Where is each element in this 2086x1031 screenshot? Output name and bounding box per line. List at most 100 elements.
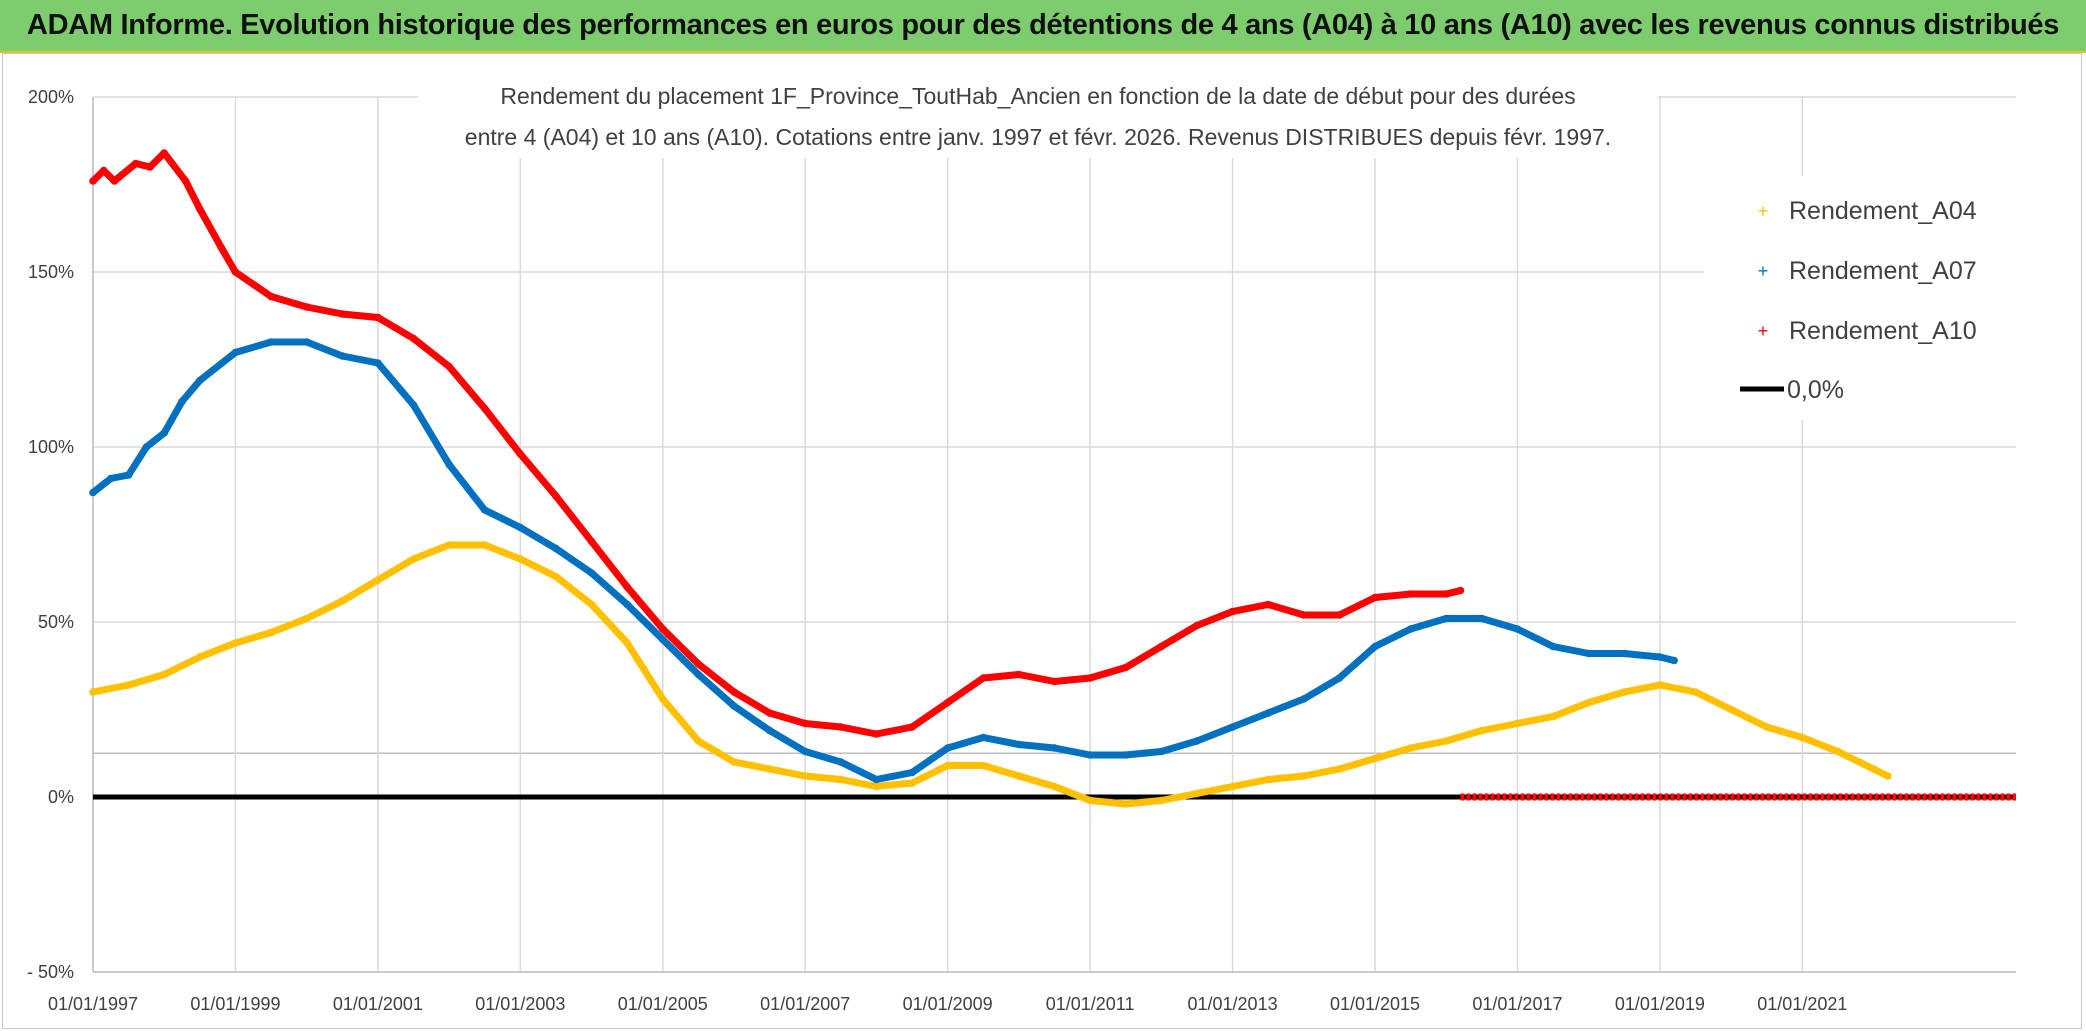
y-tick-label: 150% xyxy=(28,262,74,282)
data-point xyxy=(302,614,311,623)
data-point xyxy=(1228,607,1237,616)
data-point xyxy=(302,338,311,346)
data-point xyxy=(1406,744,1415,752)
data-point xyxy=(587,600,596,609)
y-tick-label: 0% xyxy=(48,787,74,807)
data-point xyxy=(1584,698,1593,707)
chart-title: Rendement du placement 1F_Province_ToutH… xyxy=(418,74,1658,158)
data-point xyxy=(1371,754,1379,763)
grid xyxy=(92,96,2016,973)
data-point xyxy=(659,635,667,644)
data-point xyxy=(445,541,453,549)
data-point xyxy=(99,166,108,175)
x-tick-label: 01/01/2015 xyxy=(1330,994,1420,1014)
data-point xyxy=(1442,590,1450,598)
data-point xyxy=(181,177,190,185)
data-point xyxy=(908,779,916,787)
legend-label-a10: Rendement_A10 xyxy=(1789,317,1977,345)
data-point xyxy=(1264,600,1272,609)
data-point xyxy=(1050,677,1059,686)
data-point xyxy=(1335,611,1344,619)
series-a07 xyxy=(89,338,1678,784)
data-point xyxy=(1264,775,1272,784)
data-point xyxy=(409,401,418,409)
chart-title-background xyxy=(418,74,1658,158)
data-point xyxy=(1442,614,1450,623)
legend-marker-a04: + xyxy=(1758,201,1769,221)
data-point xyxy=(979,733,988,742)
data-point xyxy=(1478,614,1486,623)
data-point xyxy=(160,149,168,157)
data-point xyxy=(801,747,809,756)
data-point xyxy=(837,775,845,784)
data-point xyxy=(374,359,382,367)
data-point xyxy=(872,730,881,738)
data-point xyxy=(1015,670,1023,679)
data-point xyxy=(1086,674,1094,682)
x-tick-label: 01/01/2001 xyxy=(333,994,423,1014)
data-point xyxy=(1121,751,1130,759)
data-point xyxy=(1121,800,1130,808)
y-tick-label: 50% xyxy=(38,612,74,632)
data-point xyxy=(730,702,738,710)
legend: + Rendement_A04 + Rendement_A07 + Rendem… xyxy=(1704,176,2016,420)
data-point xyxy=(1513,625,1522,633)
data-point xyxy=(1727,705,1735,714)
data-point xyxy=(409,555,418,563)
data-point xyxy=(1620,688,1629,696)
data-point xyxy=(659,625,667,633)
data-point xyxy=(730,688,738,696)
data-point xyxy=(374,576,382,584)
series-a10 xyxy=(89,149,1465,738)
data-point xyxy=(943,744,952,752)
data-point xyxy=(1050,782,1059,791)
data-point xyxy=(196,376,204,385)
data-point xyxy=(516,523,525,532)
data-point xyxy=(267,628,275,637)
data-point xyxy=(1157,747,1166,756)
chart-title-line-1: Rendement du placement 1F_Province_ToutH… xyxy=(500,83,1575,109)
x-tick-label: 01/01/2017 xyxy=(1472,994,1562,1014)
data-point xyxy=(979,761,988,770)
data-point xyxy=(1228,723,1237,731)
data-point xyxy=(110,177,119,185)
data-point xyxy=(694,737,703,745)
x-tick-label: 01/01/1997 xyxy=(48,994,138,1014)
data-point xyxy=(1086,796,1094,805)
data-point xyxy=(943,698,952,707)
data-point xyxy=(160,429,168,437)
data-point xyxy=(730,758,738,766)
data-point xyxy=(89,688,97,696)
data-point xyxy=(872,782,881,791)
data-point xyxy=(1086,751,1094,759)
data-point xyxy=(1620,649,1629,658)
data-point xyxy=(1549,642,1557,651)
data-point xyxy=(1670,656,1678,665)
data-point xyxy=(623,639,631,647)
data-point xyxy=(1798,733,1807,742)
data-point xyxy=(1015,740,1023,749)
data-point xyxy=(267,338,275,346)
data-point xyxy=(1549,712,1557,721)
report-banner: ADAM Informe. Evolution historique des p… xyxy=(0,0,2086,53)
chart-frame xyxy=(2,53,2082,1029)
data-point xyxy=(1228,782,1237,791)
data-point xyxy=(659,695,667,703)
x-tick-label: 01/01/2011 xyxy=(1046,994,1135,1014)
chart-title-line-2: entre 4 (A04) et 10 ans (A10). Cotations… xyxy=(465,124,1611,150)
legend-label-a04: Rendement_A04 xyxy=(1789,197,1977,225)
data-point xyxy=(89,177,97,185)
data-point xyxy=(1264,709,1272,717)
data-point xyxy=(1157,642,1166,651)
data-point xyxy=(979,674,988,682)
data-point xyxy=(908,723,916,731)
data-point xyxy=(1442,737,1450,745)
data-point xyxy=(374,313,382,322)
data-point xyxy=(552,572,560,581)
data-point xyxy=(1406,590,1415,598)
data-point xyxy=(196,653,204,661)
data-point xyxy=(1193,789,1201,798)
data-point xyxy=(1584,649,1593,658)
data-point xyxy=(623,600,631,609)
